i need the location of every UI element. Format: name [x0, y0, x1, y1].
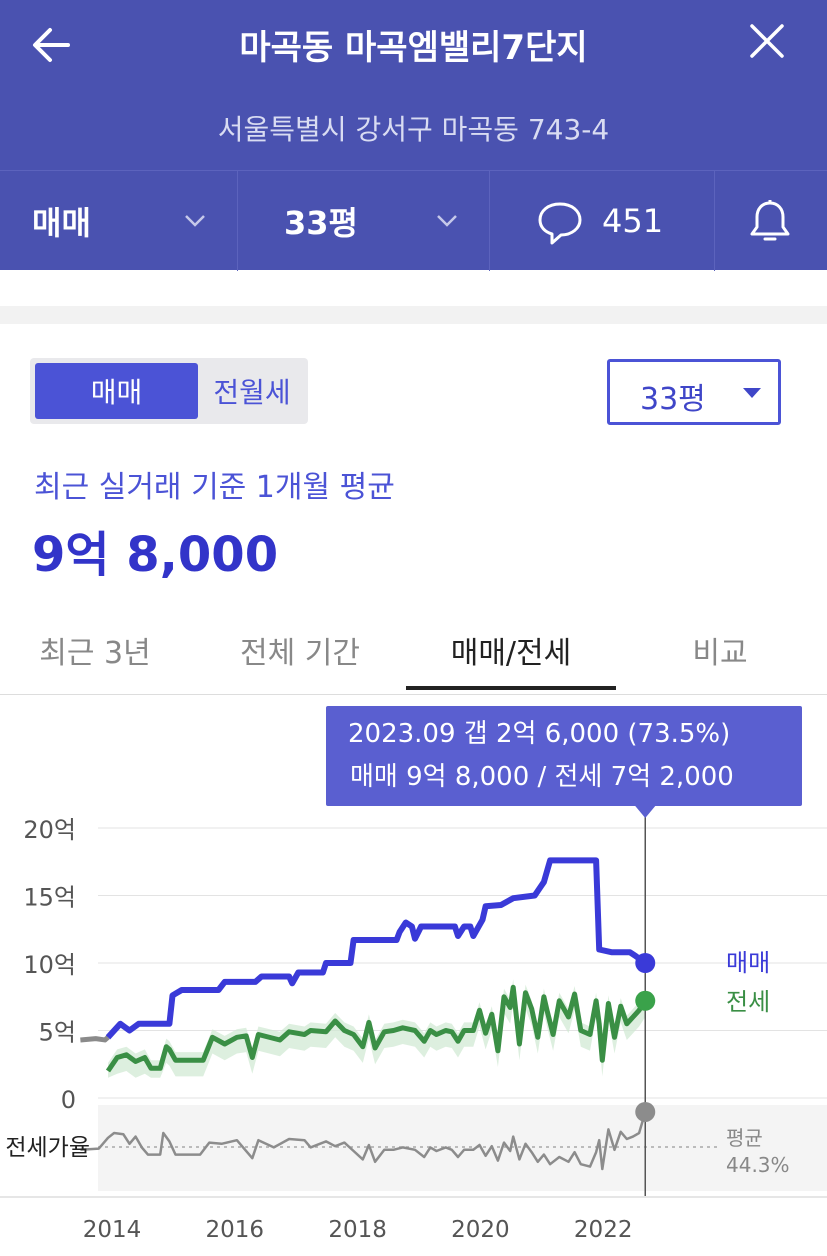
speech-bubble-icon [536, 199, 584, 251]
axis-divider [0, 1196, 827, 1198]
chart-tooltip: 2023.09 갭 2억 6,000 (73.5%) 매매 9억 8,000 / … [326, 706, 802, 818]
comment-count: 451 [602, 202, 664, 240]
y-tick-label: 20억 [23, 816, 76, 844]
area-select-value: 33평 [640, 382, 706, 417]
tab-sale-jeonse[interactable]: 매매/전세 [450, 636, 572, 671]
chevron-down-icon [434, 207, 460, 237]
jeonse-line [105, 984, 648, 1073]
tab-all-period[interactable]: 전체 기간 [240, 636, 360, 671]
filter-bar: 매매 33평 451 [0, 170, 827, 271]
legend-sale: 매매 [726, 949, 770, 977]
price-chart[interactable]: 20억 15억 10억 5억 0 전세가율 2014 2016 2018 2020 2022 매매전세… [0, 695, 827, 1255]
sale-end-marker [635, 953, 656, 973]
x-tick-label: 2016 [206, 1217, 265, 1243]
sale-early-line [80, 1035, 110, 1043]
tooltip-box [326, 706, 802, 806]
ratio-panel-bg [98, 1105, 827, 1191]
tab-recent-3y[interactable]: 최근 3년 [39, 636, 151, 671]
legend-jeonse: 전세 [726, 988, 770, 1016]
app-header: 마곡동 마곡엠밸리7단지 서울특별시 강서구 마곡동 743-4 매매 33평 … [0, 0, 827, 271]
tooltip-line2: 매매 9억 8,000 / 전세 7억 2,000 [350, 762, 734, 792]
ratio-avg-label: 평균 [726, 1126, 763, 1150]
area-select[interactable]: 33평 [607, 359, 781, 425]
comments-button[interactable]: 451 [490, 171, 715, 271]
avg-price-value: 9억 8,000 [32, 527, 279, 583]
jeonse-end-marker [635, 990, 656, 1011]
ratio-axis-label: 전세가율 [5, 1135, 90, 1161]
page-title: 마곡동 마곡엠밸리7단지 [239, 28, 588, 68]
bell-icon [745, 197, 795, 251]
trade-type-label: 매매 [32, 204, 91, 242]
x-tick-label: 2022 [574, 1217, 633, 1243]
ratio-avg-value: 44.3% [726, 1153, 790, 1177]
y-tick-label: 15억 [23, 884, 76, 912]
section-divider [0, 306, 827, 324]
chart-labels: 20억 15억 10억 5억 0 전세가율 2014 2016 2018 2020 2022 매매전세… [5, 816, 789, 1243]
segment-rent[interactable]: 전월세 [213, 376, 291, 409]
jeonse-range-band [108, 979, 646, 1078]
sale-line [105, 857, 648, 1040]
tab-compare[interactable]: 비교 [692, 636, 748, 671]
active-tab-indicator [406, 686, 616, 690]
x-tick-label: 2018 [328, 1217, 387, 1243]
caret-down-icon [743, 388, 761, 398]
address-text: 서울특별시 강서구 마곡동 743-4 [217, 113, 610, 146]
avg-price-caption: 최근 실거래 기준 1개월 평균 [34, 470, 395, 505]
y-tick-label: 0 [61, 1086, 76, 1114]
x-tick-label: 2014 [83, 1217, 142, 1243]
area-label: 33평 [284, 204, 358, 242]
area-dropdown[interactable]: 33평 [238, 171, 490, 271]
tooltip-line1: 2023.09 갭 2억 6,000 (73.5%) [348, 719, 730, 749]
back-arrow-icon[interactable] [28, 22, 76, 70]
trade-segment-control: 매매 전월세 [30, 358, 308, 424]
segment-sale[interactable]: 매매 [35, 363, 198, 419]
chevron-down-icon [182, 207, 208, 237]
ratio-end-marker [635, 1101, 656, 1122]
tooltip-pointer [635, 806, 656, 818]
y-tick-label: 5억 [39, 1019, 76, 1047]
close-icon[interactable] [744, 20, 788, 64]
x-tick-label: 2020 [451, 1217, 510, 1243]
notification-button[interactable] [715, 171, 827, 271]
y-tick-label: 10억 [23, 951, 76, 979]
period-tabs: 최근 3년 전체 기간 매매/전세 비교 [0, 606, 827, 695]
ratio-line [80, 1111, 647, 1171]
ratio-panel [98, 1105, 827, 1191]
chart-marks [80, 806, 656, 1196]
trade-type-dropdown[interactable]: 매매 [0, 171, 238, 271]
